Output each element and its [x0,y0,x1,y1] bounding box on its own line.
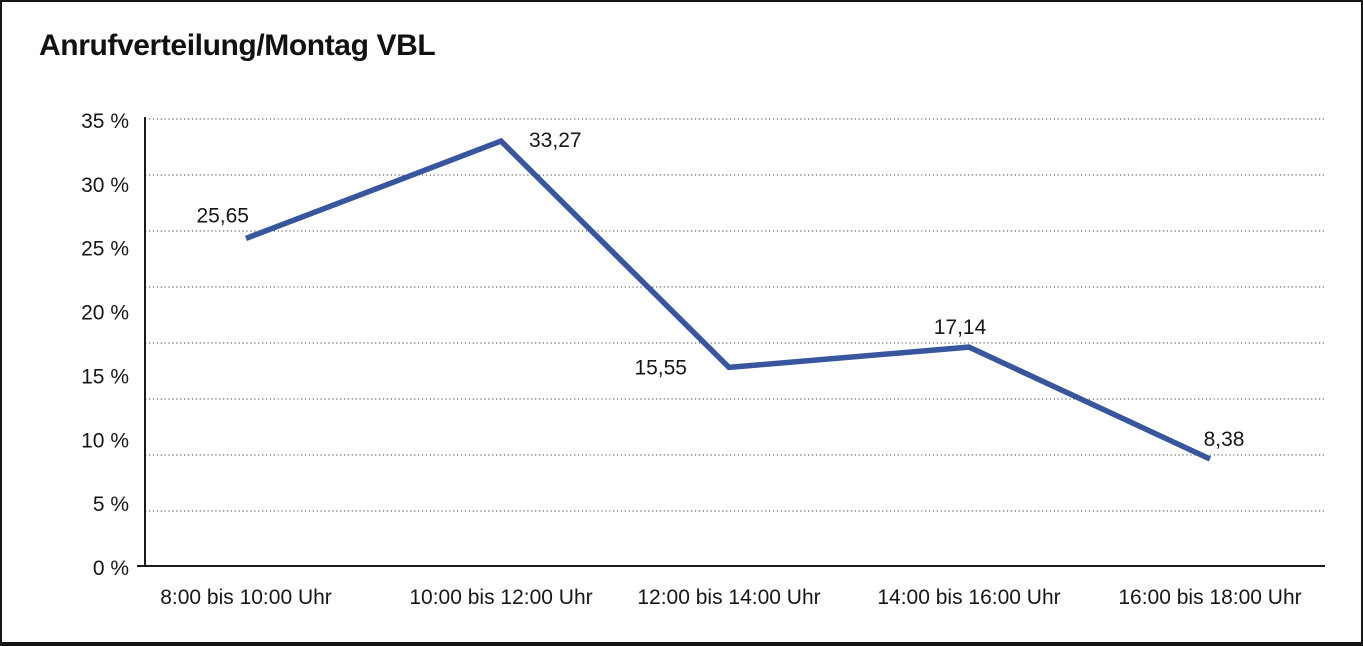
y-axis-tick-label: 10 % [81,429,129,452]
x-axis-label: 16:00 bis 18:00 Uhr [1118,586,1301,609]
y-axis-tick-label: 35 % [81,110,129,133]
data-point-label: 15,55 [634,356,687,379]
data-point-label: 8,38 [1204,428,1245,451]
y-axis-tick-label: 5 % [93,493,129,516]
y-axis-tick-label: 30 % [81,174,129,197]
y-axis-tick-label: 25 % [81,238,129,261]
x-axis-label: 8:00 bis 10:00 Uhr [160,586,332,609]
x-axis-label: 14:00 bis 16:00 Uhr [877,586,1060,609]
chart-title: Anrufverteilung/Montag VBL [39,29,436,62]
y-axis-tick-label: 20 % [81,302,129,325]
y-axis-tick-label: 0 % [93,557,129,580]
series-line [245,137,1212,462]
x-axis-label: 10:00 bis 12:00 Uhr [409,586,592,609]
y-axis-tick-label: 15 % [81,365,129,388]
x-axis-label: 12:00 bis 14:00 Uhr [637,586,820,609]
data-point-label: 25,65 [196,204,249,227]
data-point-label: 33,27 [529,129,582,152]
data-point-label: 17,14 [934,316,987,339]
